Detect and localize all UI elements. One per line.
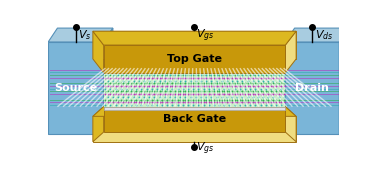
Polygon shape — [339, 28, 349, 134]
Text: $V_{gs}$: $V_{gs}$ — [196, 28, 214, 45]
Polygon shape — [48, 28, 113, 42]
Polygon shape — [93, 31, 104, 73]
Text: Top Gate: Top Gate — [167, 54, 222, 64]
Text: Back Gate: Back Gate — [163, 114, 226, 124]
Polygon shape — [104, 68, 285, 107]
Polygon shape — [48, 42, 104, 134]
Text: $V_s$: $V_s$ — [78, 28, 92, 42]
Polygon shape — [93, 31, 296, 59]
Polygon shape — [104, 28, 113, 134]
Polygon shape — [104, 107, 285, 132]
Polygon shape — [285, 31, 296, 73]
Polygon shape — [285, 28, 349, 42]
Text: Source: Source — [54, 83, 98, 93]
Text: $V_{gs}$: $V_{gs}$ — [196, 141, 214, 157]
Text: Drain: Drain — [295, 83, 329, 93]
Polygon shape — [104, 64, 285, 68]
Polygon shape — [93, 107, 104, 142]
Polygon shape — [93, 116, 296, 142]
Polygon shape — [104, 45, 285, 73]
Polygon shape — [104, 107, 285, 110]
Polygon shape — [285, 42, 339, 134]
Text: $V_{ds}$: $V_{ds}$ — [314, 28, 333, 42]
Polygon shape — [93, 31, 296, 45]
Polygon shape — [285, 107, 296, 142]
Polygon shape — [93, 107, 296, 116]
